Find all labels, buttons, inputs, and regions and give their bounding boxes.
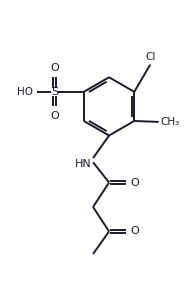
Text: O: O [131,177,139,187]
Text: CH₃: CH₃ [160,117,180,127]
Text: HN: HN [75,159,92,169]
Text: O: O [131,226,139,236]
Text: Cl: Cl [145,52,155,62]
Text: HO: HO [17,87,33,97]
Text: S: S [51,87,58,97]
Text: O: O [50,111,59,121]
Text: O: O [50,63,59,73]
